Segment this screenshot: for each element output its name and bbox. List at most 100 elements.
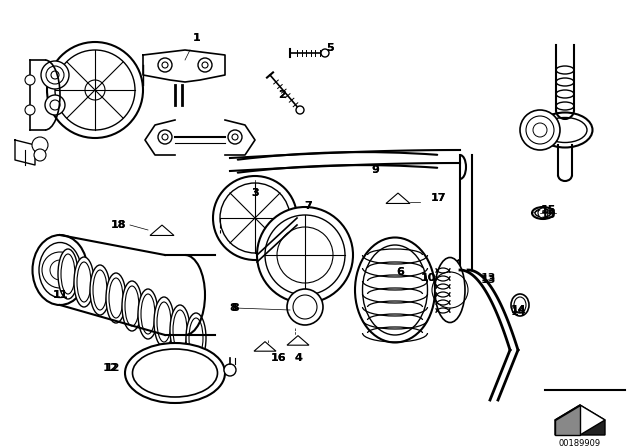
Circle shape [158,58,172,72]
Text: 18: 18 [110,220,125,230]
Text: 5: 5 [326,43,334,53]
Text: 9: 9 [371,165,379,175]
Circle shape [213,176,297,260]
Ellipse shape [33,235,88,305]
Ellipse shape [355,237,435,343]
Text: 17: 17 [430,193,445,203]
Text: 11: 11 [52,290,68,300]
Ellipse shape [125,343,225,403]
Polygon shape [555,405,605,435]
Text: ⚠: ⚠ [395,198,401,204]
Circle shape [287,289,323,325]
Ellipse shape [543,117,587,142]
Text: 7: 7 [304,201,312,211]
Ellipse shape [514,297,526,313]
Ellipse shape [138,289,158,339]
Text: 10: 10 [420,273,436,283]
Polygon shape [254,342,276,351]
Text: 15: 15 [540,205,556,215]
Ellipse shape [122,281,142,331]
Ellipse shape [556,90,574,98]
Text: 15: 15 [540,205,556,215]
Text: 10: 10 [420,273,436,283]
Ellipse shape [556,78,574,86]
Circle shape [42,252,78,288]
Text: ⚠: ⚠ [159,230,165,236]
Circle shape [47,42,143,138]
Circle shape [228,130,242,144]
Circle shape [302,210,318,226]
Text: 3: 3 [251,188,259,198]
Circle shape [45,95,65,115]
Circle shape [224,364,236,376]
Text: 6: 6 [396,267,404,277]
Ellipse shape [511,294,529,316]
Circle shape [538,208,548,218]
Ellipse shape [154,297,174,347]
Text: 14: 14 [510,305,526,315]
Ellipse shape [186,313,206,363]
Circle shape [520,110,560,150]
Text: 16: 16 [270,353,286,363]
Circle shape [25,105,35,115]
Circle shape [526,116,554,144]
Ellipse shape [435,258,465,323]
Text: 15: 15 [540,210,556,220]
Polygon shape [150,225,174,236]
Text: 16: 16 [270,353,286,363]
Circle shape [158,130,172,144]
Circle shape [51,71,59,79]
Ellipse shape [556,66,574,74]
Text: 7: 7 [304,201,312,211]
Text: 9: 9 [371,165,379,175]
Text: 8: 8 [231,303,239,313]
Text: 12: 12 [102,363,118,373]
Circle shape [321,49,329,57]
Polygon shape [386,193,410,203]
Circle shape [257,207,353,303]
Ellipse shape [538,112,593,147]
Ellipse shape [74,257,94,307]
Ellipse shape [58,249,78,299]
Circle shape [25,75,35,85]
Text: 14: 14 [510,305,526,315]
Text: 4: 4 [294,353,302,363]
Ellipse shape [170,305,190,355]
Text: ⚠: ⚠ [262,346,268,352]
Text: 1: 1 [193,33,201,43]
Text: 1: 1 [193,33,201,43]
Text: 14: 14 [510,307,526,317]
Text: 18: 18 [110,220,125,230]
Polygon shape [555,405,605,435]
Text: 4: 4 [294,353,302,363]
Circle shape [296,106,304,114]
Text: 00189909: 00189909 [559,439,601,448]
Ellipse shape [532,207,554,219]
Ellipse shape [106,273,126,323]
Text: 13: 13 [480,275,496,285]
Circle shape [533,123,547,137]
Circle shape [41,61,69,89]
Circle shape [198,58,212,72]
Polygon shape [555,405,580,435]
Text: 2: 2 [278,90,286,100]
Polygon shape [287,336,309,345]
Circle shape [202,62,208,68]
Text: 8: 8 [229,303,237,313]
Text: 11: 11 [52,290,68,300]
Circle shape [162,62,168,68]
Text: 12: 12 [104,363,120,373]
Ellipse shape [90,265,110,315]
Ellipse shape [535,209,551,217]
Ellipse shape [132,349,218,397]
Text: 13: 13 [480,273,496,283]
Text: 6: 6 [396,267,404,277]
Text: 17: 17 [430,193,445,203]
Circle shape [34,149,46,161]
Text: ⚠: ⚠ [295,340,301,346]
Circle shape [32,137,48,153]
Text: 5: 5 [326,43,334,53]
Text: 2: 2 [278,90,286,100]
Text: 3: 3 [251,188,259,198]
Ellipse shape [556,102,574,110]
